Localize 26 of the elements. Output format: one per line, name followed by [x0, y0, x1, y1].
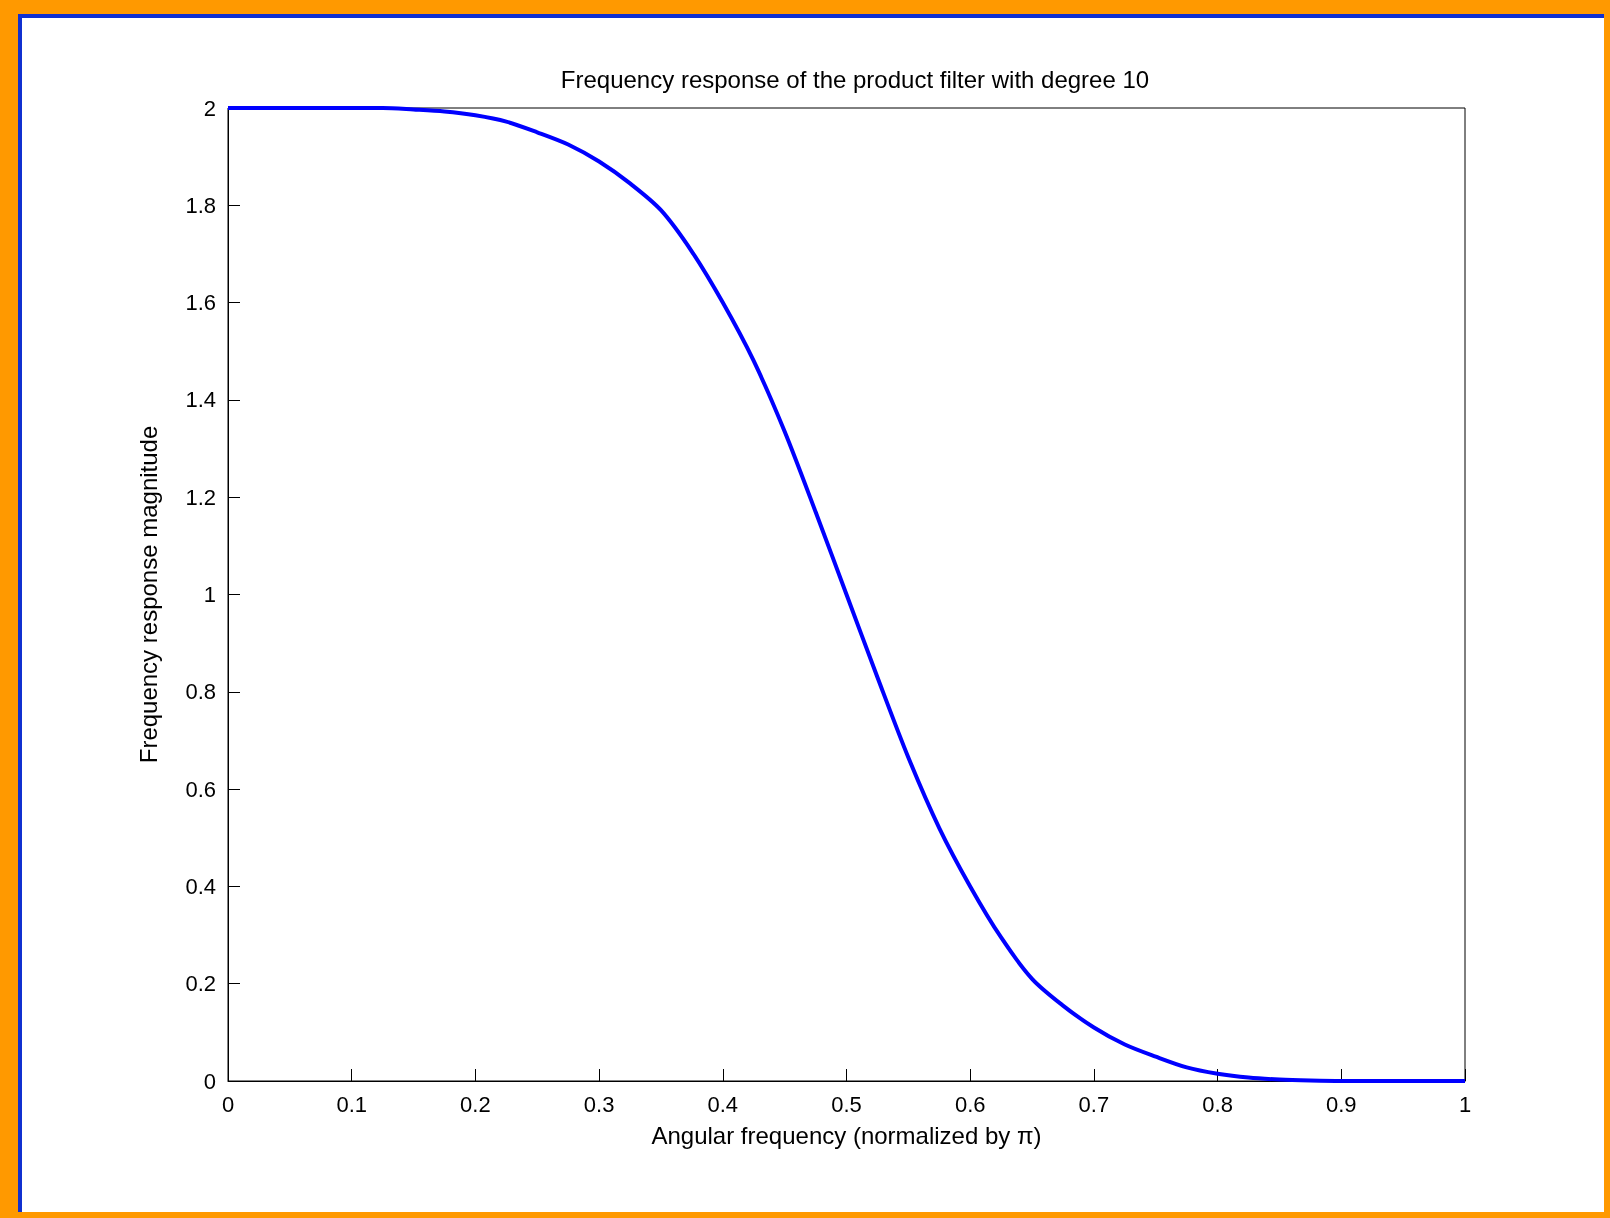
x-tick-label: 0.6	[954, 1091, 986, 1117]
y-axis-title: Frequency response magnitude	[134, 425, 162, 764]
x-tick-label: 0.8	[1202, 1091, 1233, 1117]
y-tick-label: 1.4	[185, 387, 216, 413]
x-tick-label: 0	[221, 1091, 235, 1117]
y-tick-label: 0.4	[185, 873, 216, 899]
x-tick-label: 0.9	[1326, 1091, 1357, 1117]
y-tick-label: 0.8	[185, 679, 216, 705]
x-tick-label: 0.5	[831, 1091, 862, 1117]
x-tick-label: 0.7	[1078, 1091, 1110, 1117]
y-tick-label: 0.2	[185, 971, 216, 997]
x-tick-label: 0.4	[707, 1091, 739, 1117]
y-tick-label: 1.2	[185, 484, 216, 510]
y-tick-label: 2	[203, 95, 216, 121]
y-tick-label: 1	[203, 582, 216, 607]
y-tick-label: 0.6	[185, 776, 216, 802]
x-axis-title: Angular frequency (normalized by π)	[651, 1121, 1042, 1149]
x-tick-label: 0.2	[460, 1091, 491, 1117]
x-tick-label: 1	[1458, 1091, 1472, 1117]
y-tick-label: 1.8	[185, 192, 216, 218]
chart-title: Frequency response of the product filter with degree 10	[560, 65, 1150, 93]
x-tick-label: 0.1	[336, 1091, 367, 1117]
y-tick-label: 1.6	[185, 290, 216, 316]
line-series	[226, 106, 1467, 1083]
y-tick-label: 0	[203, 1068, 216, 1094]
x-tick-label: 0.3	[583, 1091, 615, 1117]
